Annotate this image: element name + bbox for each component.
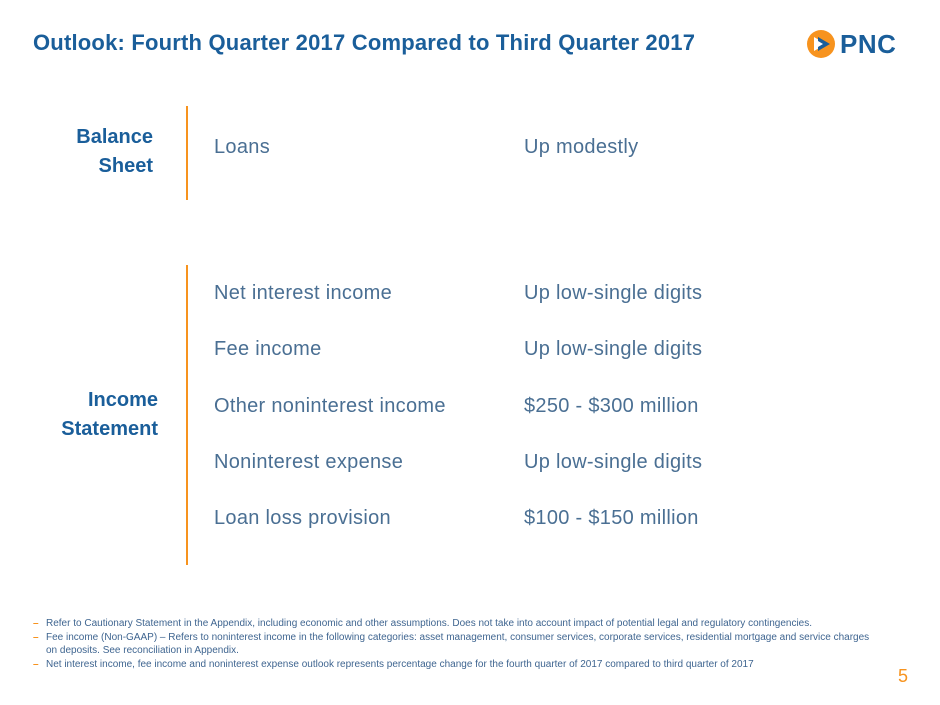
outlook-item-other-noninterest-income: Other noninterest income xyxy=(214,395,446,417)
footnotes: – Refer to Cautionary Statement in the A… xyxy=(33,617,873,671)
footnote: – Fee income (Non-GAAP) – Refers to noni… xyxy=(33,631,873,658)
balance-sheet-label-line1: Balance xyxy=(76,126,153,148)
pnc-logo-icon xyxy=(806,29,836,59)
footnote-text: Fee income (Non-GAAP) – Refers to nonint… xyxy=(46,631,870,657)
footnote-marker: – xyxy=(33,618,39,629)
income-statement-label-line2: Statement xyxy=(61,418,158,440)
outlook-value-loans: Up modestly xyxy=(524,136,639,158)
income-statement-label-line1: Income xyxy=(87,389,158,411)
outlook-value-noninterest-expense: Up low-single digits xyxy=(524,451,703,473)
balance-sheet-divider xyxy=(186,106,188,200)
outlook-value-loan-loss-provision: $100 - $150 million xyxy=(524,507,699,529)
income-statement-divider xyxy=(186,265,188,565)
outlook-value-net-interest-income: Up low-single digits xyxy=(524,282,703,304)
outlook-value-other-noninterest-income: $250 - $300 million xyxy=(524,395,699,417)
footnote-text: Net interest income, fee income and noni… xyxy=(46,658,754,670)
outlook-item-loans: Loans xyxy=(214,136,270,158)
outlook-item-noninterest-expense: Noninterest expense xyxy=(214,451,404,473)
outlook-value-fee-income: Up low-single digits xyxy=(524,338,703,360)
footnote-text: Refer to Cautionary Statement in the App… xyxy=(46,618,813,629)
footnote-marker: – xyxy=(33,658,39,670)
page-title: Outlook: Fourth Quarter 2017 Compared to… xyxy=(33,30,696,55)
page-number: 5 xyxy=(898,666,909,686)
balance-sheet-label: Balance Sheet xyxy=(76,123,153,181)
outlook-item-fee-income: Fee income xyxy=(214,338,322,360)
pnc-logo-text: PNC xyxy=(840,28,897,59)
outlook-item-net-interest-income: Net interest income xyxy=(214,282,392,304)
footnote-marker: – xyxy=(33,631,39,643)
balance-sheet-label-line2: Sheet xyxy=(98,155,153,177)
footnote: – Refer to Cautionary Statement in the A… xyxy=(33,617,873,631)
outlook-item-loan-loss-provision: Loan loss provision xyxy=(214,507,391,529)
footnote: – Net interest income, fee income and no… xyxy=(33,658,873,672)
pnc-logo: PNC xyxy=(806,28,896,60)
income-statement-label: Income Statement xyxy=(61,386,158,444)
